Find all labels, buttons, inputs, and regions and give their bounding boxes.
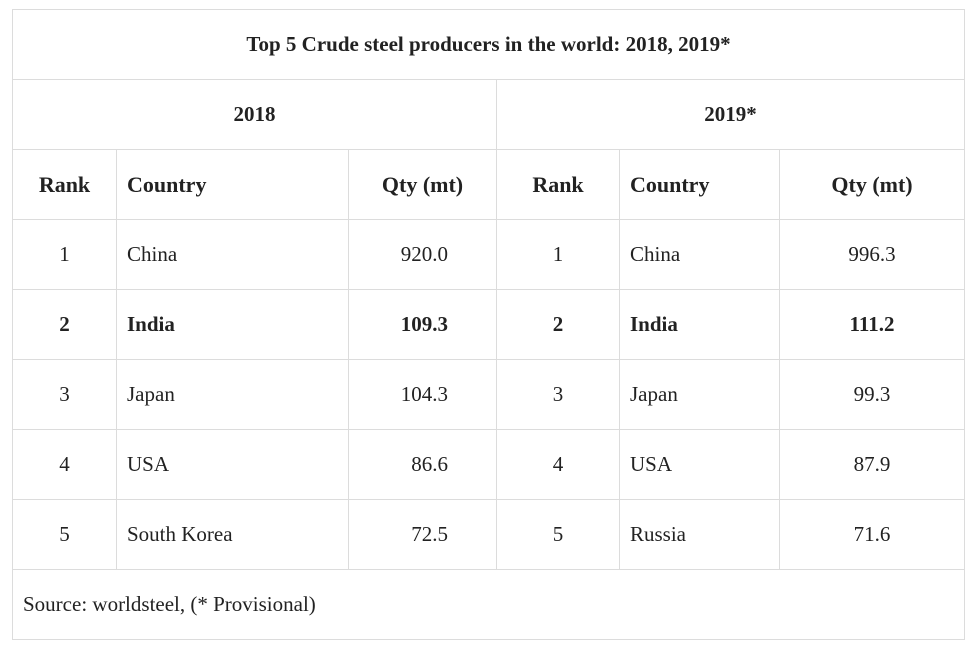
qty-2018-cell: 104.3 bbox=[348, 359, 497, 430]
year-2018-header: 2018 bbox=[12, 79, 497, 150]
table-row: 3 Japan 104.3 3 Japan 99.3 bbox=[12, 359, 966, 430]
qty-2018-cell: 72.5 bbox=[348, 499, 497, 570]
header-qty-2019: Qty (mt) bbox=[778, 149, 966, 220]
country-2019-cell: China bbox=[619, 219, 780, 290]
header-qty-2018: Qty (mt) bbox=[348, 149, 497, 220]
year-2019-header: 2019* bbox=[495, 79, 966, 150]
rank-2018-cell: 2 bbox=[12, 289, 117, 360]
rank-2018-cell: 3 bbox=[12, 359, 117, 430]
table-row: 1 China 920.0 1 China 996.3 bbox=[12, 219, 966, 290]
qty-2018-cell: 109.3 bbox=[348, 289, 497, 360]
rank-2019-cell: 1 bbox=[496, 219, 620, 290]
rank-2019-cell: 4 bbox=[496, 429, 620, 500]
qty-2018-cell: 920.0 bbox=[348, 219, 497, 290]
header-rank-2018: Rank bbox=[12, 149, 117, 220]
rank-2018-cell: 1 bbox=[12, 219, 117, 290]
header-rank-2019: Rank bbox=[496, 149, 620, 220]
source-row: Source: worldsteel, (* Provisional) bbox=[11, 569, 966, 640]
table-title: Top 5 Crude steel producers in the world… bbox=[11, 9, 966, 80]
rank-2018-cell: 4 bbox=[12, 429, 117, 500]
column-header-row: Rank Country Qty (mt) Rank Country Qty (… bbox=[12, 149, 966, 220]
qty-2019-cell: 87.9 bbox=[778, 429, 966, 500]
country-2018-cell: Japan bbox=[116, 359, 349, 430]
country-2019-cell: India bbox=[619, 289, 780, 360]
qty-2018-cell: 86.6 bbox=[348, 429, 497, 500]
rank-2019-cell: 5 bbox=[496, 499, 620, 570]
table-row: 4 USA 86.6 4 USA 87.9 bbox=[12, 429, 966, 500]
country-2019-cell: Russia bbox=[619, 499, 780, 570]
country-2018-cell: India bbox=[116, 289, 349, 360]
qty-2019-cell: 996.3 bbox=[778, 219, 966, 290]
qty-2019-cell: 111.2 bbox=[778, 289, 966, 360]
source-note: Source: worldsteel, (* Provisional) bbox=[11, 569, 966, 640]
country-2018-cell: South Korea bbox=[116, 499, 349, 570]
header-country-2019: Country bbox=[619, 149, 780, 220]
country-2018-cell: China bbox=[116, 219, 349, 290]
table-row: 5 South Korea 72.5 5 Russia 71.6 bbox=[12, 499, 966, 570]
qty-2019-cell: 71.6 bbox=[778, 499, 966, 570]
rank-2019-cell: 2 bbox=[496, 289, 620, 360]
title-row: Top 5 Crude steel producers in the world… bbox=[11, 9, 966, 80]
country-2019-cell: Japan bbox=[619, 359, 780, 430]
country-2019-cell: USA bbox=[619, 429, 780, 500]
country-2018-cell: USA bbox=[116, 429, 349, 500]
rank-2018-cell: 5 bbox=[12, 499, 117, 570]
table-container: Top 5 Crude steel producers in the world… bbox=[11, 9, 966, 640]
year-row: 2018 2019* bbox=[12, 79, 966, 150]
header-country-2018: Country bbox=[116, 149, 349, 220]
table-row: 2 India 109.3 2 India 111.2 bbox=[12, 289, 966, 360]
rank-2019-cell: 3 bbox=[496, 359, 620, 430]
qty-2019-cell: 99.3 bbox=[778, 359, 966, 430]
steel-producers-table: Top 5 Crude steel producers in the world… bbox=[11, 9, 966, 640]
